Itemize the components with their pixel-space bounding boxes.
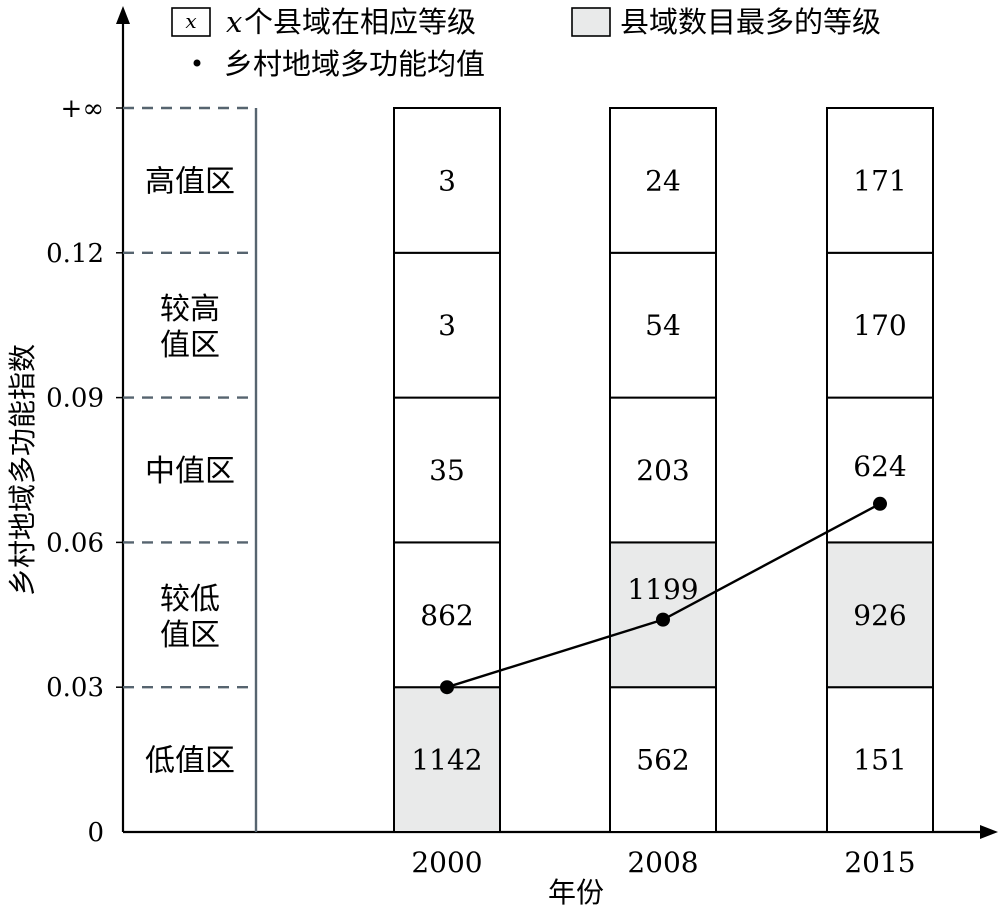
cell-count-label: 862 [420,599,473,632]
y-axis-title: 乡村地域多功能指数 [6,344,39,596]
zone-label: 值区 [160,328,220,363]
y-tick-label: 0 [87,818,104,848]
cell-count-label: 624 [853,450,906,483]
bar-cell [393,541,501,689]
bar-cell [609,107,717,254]
bar-cell [609,686,717,834]
bar-cell [826,541,934,689]
bar-cell [826,107,934,254]
legend-mean-marker [193,59,201,67]
y-tick-label: 0.12 [46,239,104,269]
x-axis-title: 年份 [548,876,604,909]
bar-cell [609,396,717,544]
cell-count-label: 3 [438,309,456,342]
cell-count-label: 170 [853,309,906,342]
bar-cell [826,251,934,399]
legend-highlight-label: 县域数目最多的等级 [620,5,881,39]
y-tick-label: 0.03 [46,673,104,703]
y-ticks: 0 0.03 0.06 0.09 0.12 +∞ [46,94,256,848]
bar-cell [393,686,501,834]
zone-label: 中值区 [145,454,235,489]
x-axis-arrow [980,825,998,839]
cell-count-label: 926 [853,599,906,632]
bar-cell [826,686,934,834]
zone-label: 低值区 [145,744,235,779]
y-tick-label: +∞ [61,94,104,124]
bar-cell [393,251,501,399]
legend-count-label: 个县域在相应等级 [244,5,476,39]
mean-line [440,496,887,695]
cell-count-label: 171 [853,164,906,197]
cell-count-label: 24 [645,164,681,197]
mean-point [873,496,887,511]
x-tick-label: 2008 [627,846,698,879]
legend-count-symbol: x [185,9,196,33]
mean-point [440,680,454,695]
zone-label: 较低 [160,582,220,617]
cell-count-label: 151 [853,744,906,777]
x-tick-label: 2015 [844,846,915,879]
legend-highlight-swatch [571,7,611,37]
axes: 乡村地域多功能指数 年份 [6,6,998,909]
bar-cell [393,396,501,544]
cell-count-label: 3 [438,164,456,197]
cell-count-label: 35 [429,454,465,487]
cell-count-label: 562 [636,744,689,777]
zone-label: 值区 [160,618,220,653]
legend: x x 个县域在相应等级 县域数目最多的等级 乡村地域多功能均值 [171,5,881,81]
y-tick-label: 0.09 [46,384,104,414]
cell-count-label: 203 [636,454,689,487]
legend-count-swatch [171,7,211,37]
cell-labels: 1142 862 35 3 3 562 1199 203 54 24 151 926 624 170 171 [411,164,906,776]
cell-count-label: 1142 [411,744,482,777]
legend-count-x: x [226,5,242,39]
y-tick-label: 0.06 [46,528,104,558]
cell-count-label: 54 [645,309,681,342]
bar-cell [393,107,501,254]
zone-label: 较高 [160,292,220,327]
stacked-bars: 2000 2008 2015 [393,107,934,879]
mean-point [656,612,670,627]
y-axis-arrow [116,6,130,24]
zone-label: 高值区 [145,164,235,199]
x-tick-label: 2000 [411,846,482,879]
legend-mean-label: 乡村地域多功能均值 [224,47,485,81]
cell-count-label: 1199 [627,573,698,606]
